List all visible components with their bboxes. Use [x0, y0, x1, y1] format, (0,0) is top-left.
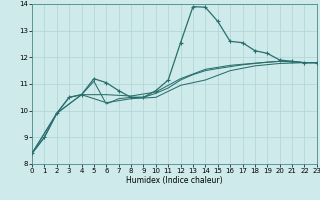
X-axis label: Humidex (Indice chaleur): Humidex (Indice chaleur): [126, 176, 223, 185]
